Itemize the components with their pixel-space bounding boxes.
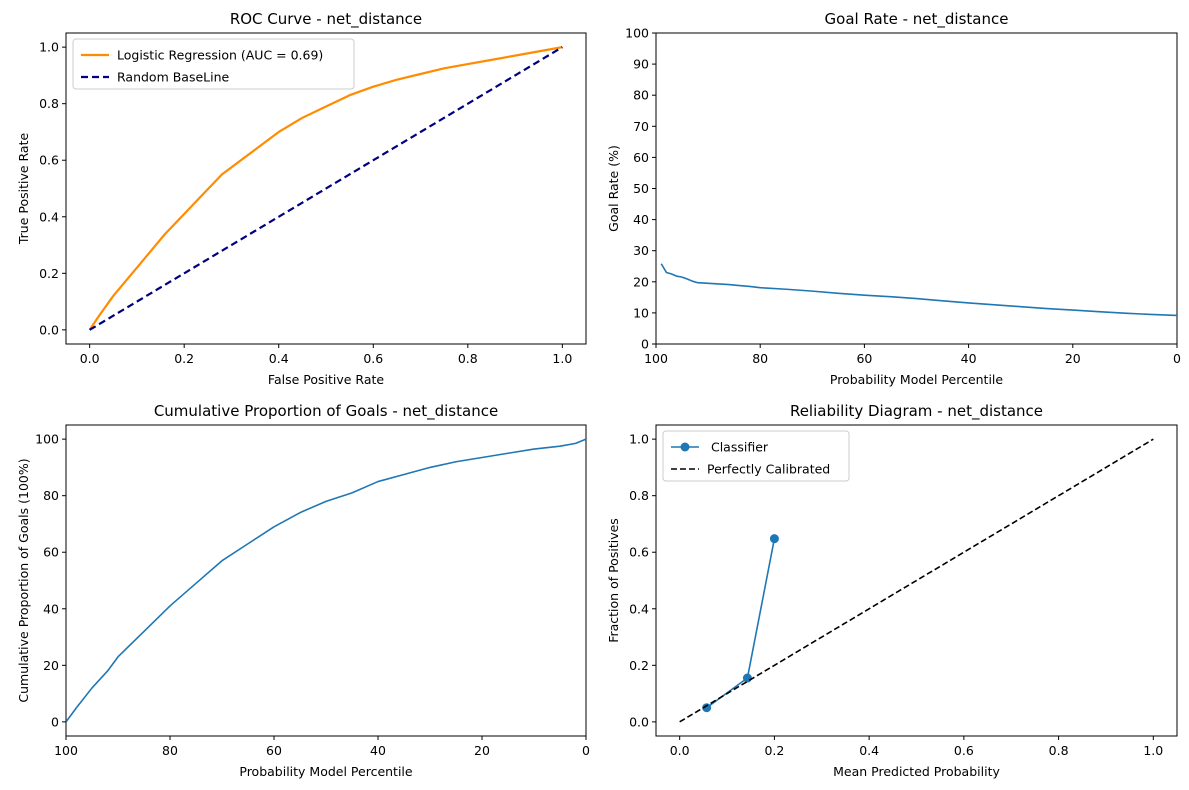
x-tick-label: 0.0 [670,743,690,758]
y-tick-label: 0.0 [629,714,649,729]
y-tick-label: 30 [633,243,649,258]
y-tick-label: 1.0 [629,432,649,447]
axes-frame [65,32,587,345]
chart-roc: ROC Curve - net_distance 0.0 0.2 0.4 0.6 0.8 1… [16,10,587,387]
chart-cumulative: Cumulative Proportion of Goals - net_dis… [16,402,590,779]
y-tick-label: 10 [633,305,649,320]
series-line-1 [88,46,563,331]
x-tick-label: 20 [474,743,490,758]
x-tick-label: 40 [370,743,386,758]
y-tick-label: 0.2 [629,658,649,673]
x-tick-label: 80 [752,351,768,366]
y-tick-label: 80 [633,88,649,103]
x-tick-label: 0.6 [954,743,974,758]
y-tick-label: 20 [633,274,649,289]
y-tick-label: 100 [625,26,649,41]
y-axis-label: Fraction of Positives [606,518,621,643]
x-tick-label: 1.0 [552,351,572,366]
y-tick-label: 0.4 [629,601,649,616]
y-tick-label: 80 [43,488,59,503]
chart-title: Reliability Diagram - net_distance [790,402,1043,421]
y-tick-label: 0.0 [39,322,59,337]
x-tick-label: 20 [1065,351,1081,366]
series-line-2 [89,46,563,331]
y-tick-label: 60 [43,545,59,560]
x-tick-label: 0.4 [859,743,879,758]
legend-box [662,430,850,482]
chart-title: Cumulative Proportion of Goals - net_dis… [154,402,498,421]
series-line-1 [66,438,586,723]
x-tick-label: 0.8 [1049,743,1069,758]
legend-box [72,38,355,90]
x-axis-label: Probability Model Percentile [239,764,413,779]
y-axis-label: True Positive Rate [16,133,31,246]
y-tick-label: 90 [633,57,649,72]
axes-frame [655,424,1178,737]
x-tick-label: 0.6 [363,351,383,366]
x-tick-label: 0.4 [269,351,289,366]
x-tick-label: 40 [961,351,977,366]
y-tick-label: 0.4 [39,209,59,224]
legend-label: Classifier [707,440,769,455]
legend-label: Perfectly Calibrated [707,462,830,477]
series-line-2 [679,438,1154,723]
data-point [702,703,712,713]
y-tick-label: 100 [35,432,59,447]
data-point [769,534,779,544]
x-axis-label: Probability Model Percentile [830,372,1004,387]
x-tick-label: 100 [644,351,668,366]
y-tick-label: 20 [43,658,59,673]
x-tick-label: 1.0 [1143,743,1163,758]
legend-label: Random BaseLine [117,70,230,85]
y-axis-label: Goal Rate (%) [606,145,621,232]
x-tick-label: 0.2 [764,743,784,758]
chart-reliability: Reliability Diagram - net_distance 0.0 0.2… [606,402,1178,779]
y-tick-label: 0.6 [629,545,649,560]
y-tick-label: 0.2 [39,266,59,281]
y-tick-label: 60 [633,150,649,165]
x-tick-label: 0.0 [80,351,100,366]
x-axis-label: False Positive Rate [268,372,384,387]
x-tick-label: 0 [582,743,590,758]
y-tick-label: 0.8 [629,488,649,503]
y-axis-label: Cumulative Proportion of Goals (100%) [16,458,31,702]
x-axis-label: Mean Predicted Probability [833,764,1000,779]
y-tick-label: 0.8 [39,96,59,111]
x-tick-label: 100 [54,743,78,758]
axes-frame [65,424,587,737]
y-tick-label: 1.0 [39,40,59,55]
y-tick-label: 50 [633,181,649,196]
x-tick-label: 80 [162,743,178,758]
y-tick-label: 0.6 [39,153,59,168]
legend-label: Logistic Regression (AUC = 0.69) [117,48,323,63]
data-point [742,673,752,683]
x-tick-label: 0.8 [458,351,478,366]
y-tick-label: 40 [633,212,649,227]
y-tick-label: 40 [43,601,59,616]
y-tick-label: 0 [51,714,59,729]
chart-goalrate: Goal Rate - net_distance 100 80 60 40 20 0 0 10 2… [606,10,1181,387]
chart-title: Goal Rate - net_distance [825,10,1009,29]
x-tick-label: 60 [266,743,282,758]
x-tick-label: 0 [1173,351,1181,366]
legend-marker [680,442,690,452]
chart-title: ROC Curve - net_distance [230,10,422,29]
y-tick-label: 70 [633,119,649,134]
series-line-1 [660,263,1177,317]
x-tick-label: 60 [856,351,872,366]
y-tick-label: 0 [641,337,649,352]
x-tick-label: 0.2 [174,351,194,366]
